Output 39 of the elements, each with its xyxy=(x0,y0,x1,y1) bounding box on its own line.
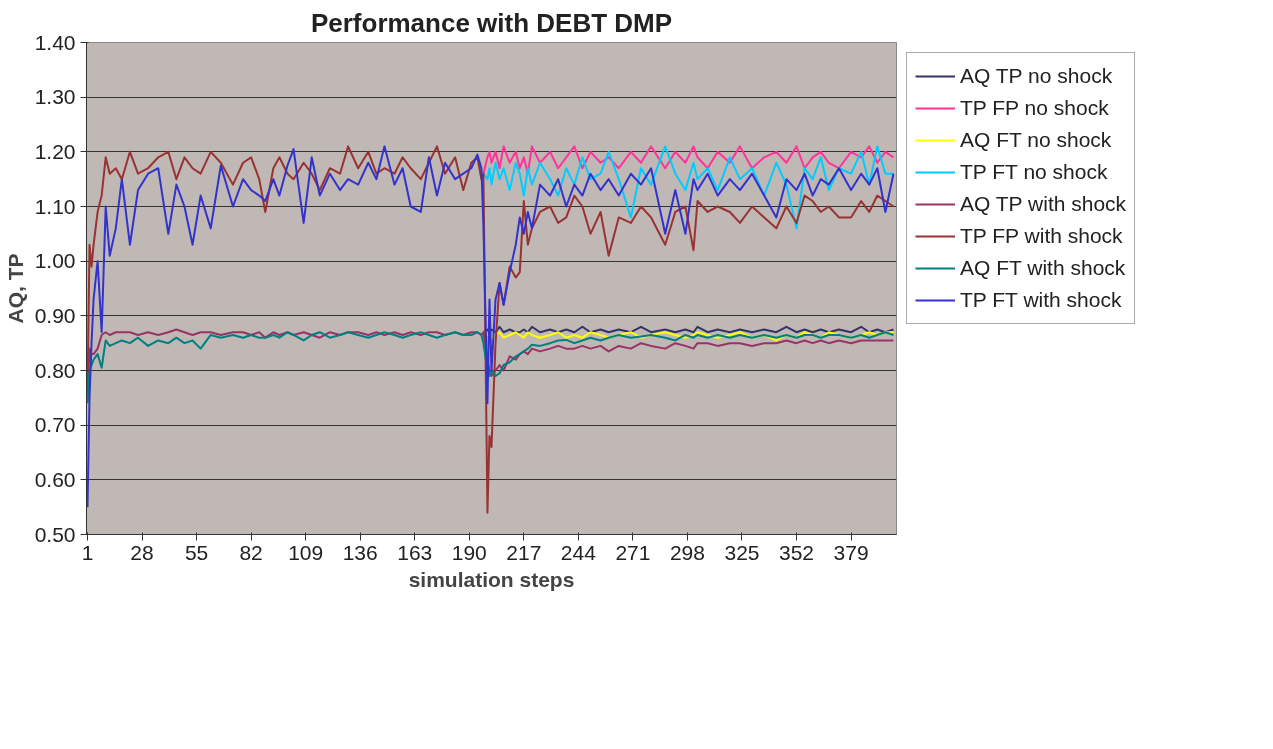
x-tick-label: 163 xyxy=(397,540,433,564)
x-tick-label: 271 xyxy=(615,540,651,564)
legend-label: TP FT with shock xyxy=(960,287,1122,313)
y-axis-title: AQ, TP xyxy=(3,253,27,324)
legend-label: AQ FT no shock xyxy=(960,127,1112,153)
legend-label: TP FP no shock xyxy=(960,95,1109,121)
x-tick-label: 28 xyxy=(130,540,154,564)
y-tick-label: 1.00 xyxy=(34,249,76,273)
x-tick-label: 379 xyxy=(833,540,869,564)
legend-label: AQ TP with shock xyxy=(960,191,1127,217)
legend-label: TP FP with shock xyxy=(960,223,1123,249)
x-tick-label: 325 xyxy=(724,540,760,564)
line-series xyxy=(482,145,895,175)
x-tick-label: 352 xyxy=(778,540,815,564)
x-tick-label: 109 xyxy=(288,540,324,564)
y-tick-label: 1.20 xyxy=(34,139,76,163)
x-tick-label: 55 xyxy=(184,540,209,564)
y-tick-label: 0.60 xyxy=(34,467,76,491)
x-tick-label: 244 xyxy=(560,540,597,564)
y-tick-label: 1.40 xyxy=(34,30,76,54)
chart-title: Performance with DEBT DMP xyxy=(310,7,673,38)
y-tick-label: 0.70 xyxy=(34,413,76,437)
x-tick-label: 82 xyxy=(239,540,263,564)
x-tick-label: 217 xyxy=(506,540,542,564)
x-tick-label: 298 xyxy=(669,540,705,564)
x-tick-label: 1 xyxy=(81,540,94,564)
line-series xyxy=(482,145,895,230)
legend-label: TP FT no shock xyxy=(960,159,1108,185)
y-tick-label: 1.10 xyxy=(34,194,76,218)
y-tick-label: 0.50 xyxy=(34,522,76,546)
x-axis-title: simulation steps xyxy=(408,567,575,591)
y-tick-label: 1.30 xyxy=(34,85,76,109)
legend-label: AQ TP no shock xyxy=(960,63,1113,89)
legend-label: AQ FT with shock xyxy=(960,255,1126,281)
line-series xyxy=(86,331,895,405)
y-tick-label: 0.90 xyxy=(34,303,76,327)
y-tick-label: 0.80 xyxy=(34,358,76,382)
x-tick-label: 190 xyxy=(451,540,487,564)
x-tick-label: 136 xyxy=(342,540,378,564)
